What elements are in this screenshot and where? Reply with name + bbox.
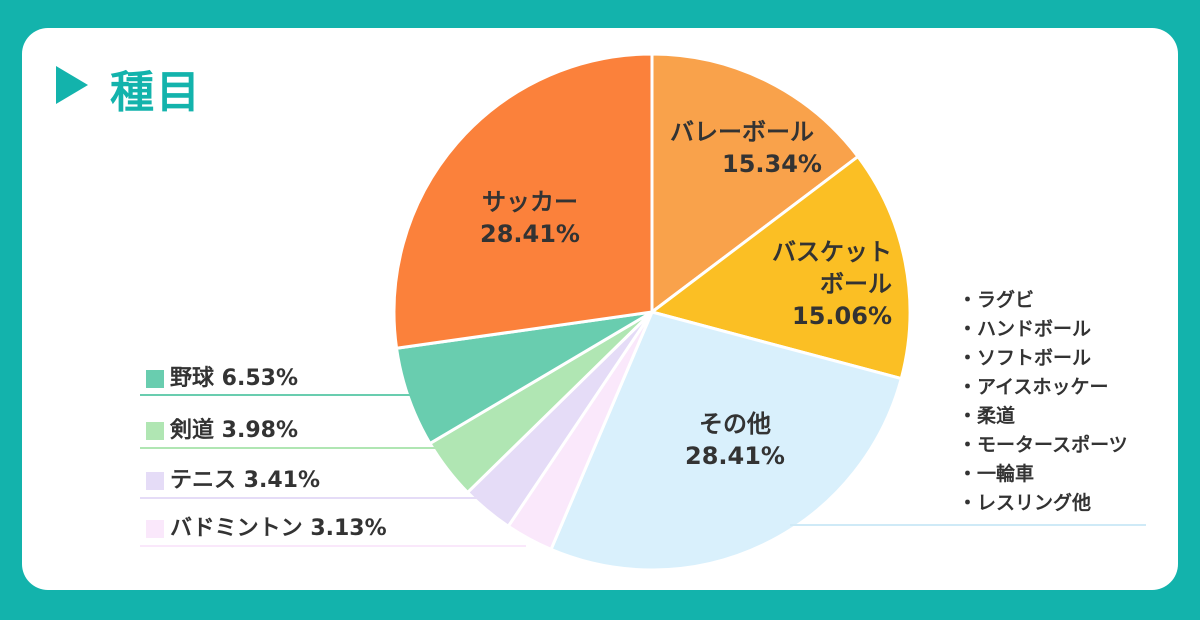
slice-label-soccer-value: 28.41% [480,220,580,248]
slice-label-volleyball-value: 15.34% [722,150,822,178]
legend-text: バドミントン 3.13% [170,516,387,541]
slice-label-soccer-name: サッカー [482,188,578,216]
others-item: モータースポーツ [958,431,1128,460]
legend-text: 野球 6.53% [170,366,298,391]
others-item: ソフトボール [958,344,1128,373]
legend-swatch [146,370,164,388]
slice-label-basketball-name-2: ボール [820,270,892,298]
chart-title: 種目 [110,67,202,118]
pie-slice-0 [650,52,861,316]
slice-label-basketball-name-1: バスケット [772,238,892,266]
others-item: ハンドボール [958,315,1128,344]
slice-label-others-value: 28.41% [685,442,785,470]
slice-label-volleyball-name: バレーボール [670,118,814,146]
pie-slice-1 [648,154,912,381]
slice-label-soccer: サッカー 28.41% [445,186,615,250]
others-item: ラグビ [958,286,1128,315]
legend-swatch [146,520,164,538]
play-arrow-icon [56,66,88,104]
slice-label-others: その他 28.41% [650,408,820,472]
others-leader-line [790,524,1146,526]
legend-swatch [146,422,164,440]
pie-slice-2 [549,310,904,572]
pie-slice-7 [392,52,654,350]
slice-label-basketball: バスケット ボール 15.06% [752,236,892,332]
legend-text: 剣道 3.98% [170,418,298,443]
slice-label-others-name: その他 [699,410,771,438]
others-breakdown-list: ラグビ ハンドボール ソフトボール アイスホッケー 柔道 モータースポーツ 一輪… [958,286,1128,518]
others-item: レスリング他 [958,489,1128,518]
legend-text: テニス 3.41% [170,468,320,493]
others-item: 柔道 [958,402,1128,431]
slice-label-basketball-value: 15.06% [792,302,892,330]
legend-swatch [146,472,164,490]
others-item: アイスホッケー [958,373,1128,402]
others-item: 一輪車 [958,460,1128,489]
slice-label-volleyball: バレーボール 15.34% [652,116,832,180]
